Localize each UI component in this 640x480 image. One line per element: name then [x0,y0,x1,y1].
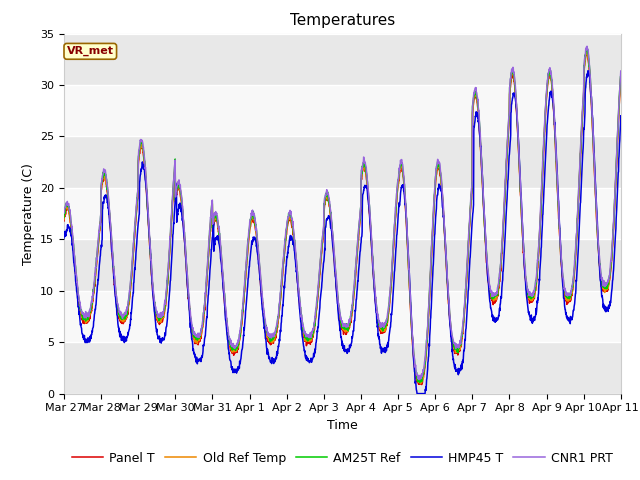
Bar [64,240,621,291]
CNR1 PRT [415,377,423,383]
CNR1 PRT [216,227,223,232]
Line: AM25T Ref: AM25T Ref [64,49,621,383]
HMP45 T [568,317,575,323]
Panel T [418,382,426,387]
CNR1 PRT [371,282,378,288]
HMP45 T [504,171,512,177]
Old Ref Temp [617,73,625,79]
Old Ref Temp [417,381,424,386]
AM25T Ref [617,74,625,80]
CNR1 PRT [60,210,68,216]
Panel T [371,288,378,294]
Y-axis label: Temperature (C): Temperature (C) [22,163,35,264]
HMP45 T [584,73,591,79]
Old Ref Temp [216,232,223,238]
CNR1 PRT [583,43,591,49]
Panel T [216,234,223,240]
X-axis label: Time: Time [327,419,358,432]
Bar [64,34,621,85]
Old Ref Temp [584,51,591,57]
Panel T [617,74,625,80]
AM25T Ref [358,163,366,169]
HMP45 T [216,241,223,247]
Panel T [60,218,68,224]
AM25T Ref [504,126,512,132]
AM25T Ref [216,232,223,238]
AM25T Ref [416,380,424,385]
Bar [64,136,621,188]
Old Ref Temp [568,291,575,297]
AM25T Ref [584,46,591,52]
Line: Old Ref Temp: Old Ref Temp [64,52,621,384]
Bar [64,291,621,342]
Panel T [358,169,366,175]
Panel T [584,52,591,58]
Bar [64,85,621,136]
Panel T [568,290,575,296]
Old Ref Temp [358,166,366,172]
HMP45 T [371,288,378,294]
CNR1 PRT [504,122,512,128]
AM25T Ref [568,288,575,294]
Line: HMP45 T: HMP45 T [64,71,621,394]
Old Ref Temp [582,49,590,55]
AM25T Ref [584,46,591,52]
HMP45 T [617,113,625,119]
Old Ref Temp [60,216,68,222]
Bar [64,342,621,394]
Legend: Panel T, Old Ref Temp, AM25T Ref, HMP45 T, CNR1 PRT: Panel T, Old Ref Temp, AM25T Ref, HMP45 … [67,447,618,469]
Line: CNR1 PRT: CNR1 PRT [64,46,621,380]
CNR1 PRT [617,68,625,74]
HMP45 T [413,391,421,396]
Title: Temperatures: Temperatures [290,13,395,28]
CNR1 PRT [358,165,366,171]
Bar [64,188,621,240]
Old Ref Temp [371,286,378,291]
AM25T Ref [60,215,68,220]
Old Ref Temp [504,125,512,131]
CNR1 PRT [568,286,575,291]
Line: Panel T: Panel T [64,54,621,384]
Text: VR_met: VR_met [67,46,114,57]
Panel T [584,51,591,57]
HMP45 T [584,68,592,73]
HMP45 T [358,199,366,205]
AM25T Ref [371,285,378,291]
HMP45 T [60,235,68,241]
CNR1 PRT [584,46,591,52]
Panel T [504,131,512,136]
